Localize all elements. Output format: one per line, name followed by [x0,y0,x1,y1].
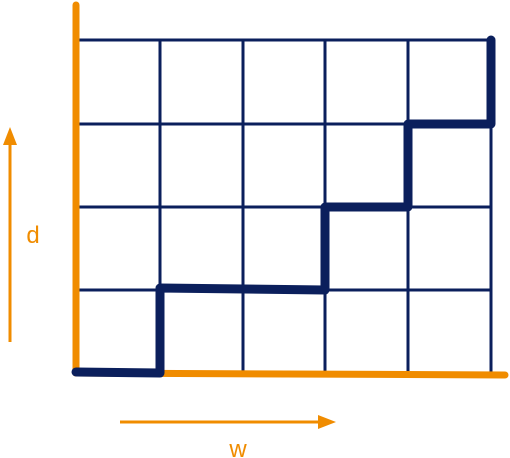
w-label: w [228,436,247,458]
grid [76,38,493,373]
d-arrow [3,127,17,342]
staircase-path [71,35,496,378]
d-label: d [26,222,39,249]
w-arrow [120,415,336,429]
